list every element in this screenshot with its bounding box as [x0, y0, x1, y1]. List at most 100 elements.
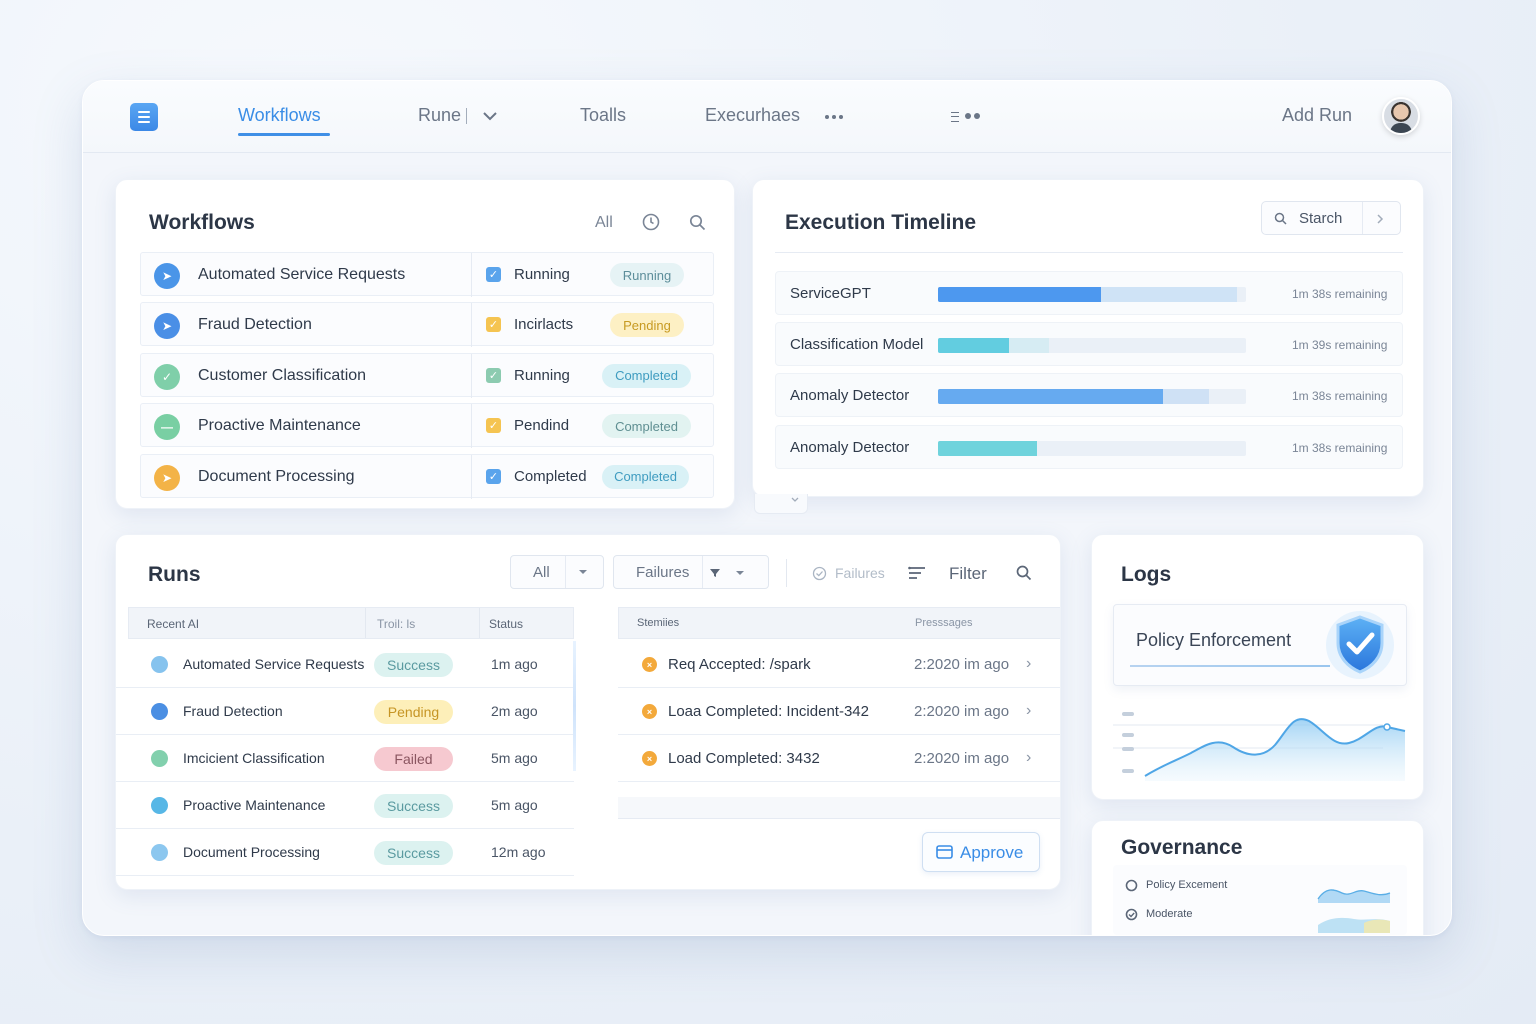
- workflow-name: Automated Service Requests: [198, 266, 406, 283]
- workflow-status: Incirlacts: [514, 316, 574, 334]
- search-icon[interactable]: [1016, 565, 1032, 581]
- check-circle-icon: [1125, 908, 1138, 921]
- policy-enforcement-panel[interactable]: Policy Enforcement: [1113, 604, 1407, 686]
- timeline-divider: [775, 252, 1403, 253]
- log-table-footer: [618, 797, 1060, 819]
- top-nav: Workflows Rune Toalls Execurhaes Add Run: [83, 81, 1451, 153]
- time-remaining: 1m 39s remaining: [1292, 338, 1388, 353]
- timeline-model-name: Anomaly Detector: [790, 438, 910, 456]
- run-time: 2m ago: [491, 703, 538, 719]
- run-status-badge: Success: [374, 841, 453, 865]
- status-badge: Completed: [602, 464, 689, 489]
- chevron-right-icon[interactable]: [1375, 213, 1385, 225]
- log-message: Load Completed: 3432: [668, 750, 820, 767]
- runs-filter-all-dropdown[interactable]: All: [510, 555, 604, 589]
- workflow-row[interactable]: ➤ Document Processing ✓ Completed Completed: [140, 453, 714, 499]
- workflow-row[interactable]: ✓ Customer Classification ✓ Running Complete…: [140, 352, 714, 398]
- log-message: Loaa Completed: Incident-342: [668, 703, 869, 720]
- workflow-status: Running: [514, 266, 570, 283]
- workflow-status: Running: [514, 366, 570, 384]
- policy-enforcement-label: Policy Enforcement: [1136, 630, 1292, 650]
- avatar[interactable]: [1382, 97, 1420, 135]
- chevron-down-icon[interactable]: [481, 107, 499, 125]
- timeline-row[interactable]: ServiceGPT 1m 38s remaining: [775, 271, 1403, 315]
- filter-lines-icon[interactable]: [908, 565, 926, 581]
- workflows-title: Workflows: [149, 211, 255, 234]
- log-event-icon: ×: [642, 704, 657, 719]
- nav-rune[interactable]: Rune: [418, 105, 462, 125]
- header-divider: [479, 608, 480, 638]
- approve-button[interactable]: Approve: [922, 832, 1040, 872]
- runs-table-row[interactable]: Fraud Detection Pending 2m ago: [116, 688, 574, 735]
- run-status-icon: [151, 750, 168, 767]
- caret-down-icon: [736, 571, 744, 575]
- timeline-search[interactable]: Starch: [1261, 201, 1401, 235]
- failures-toggle[interactable]: Failures: [835, 565, 885, 581]
- nav-active-indicator: [238, 133, 330, 136]
- timeline-row[interactable]: Classification Model 1m 39s remaining: [775, 322, 1403, 367]
- add-run-button[interactable]: Add Run: [1282, 105, 1353, 125]
- filter-button[interactable]: Filter: [949, 564, 987, 583]
- runs-table-row[interactable]: Proactive Maintenance Success 5m ago: [116, 782, 574, 829]
- logs-title: Logs: [1121, 563, 1172, 586]
- chevron-right-icon[interactable]: ›: [1026, 702, 1032, 719]
- workflow-row[interactable]: ➤ Automated Service Requests ✓ Running Runni…: [140, 252, 714, 297]
- workflow-name: Fraud Detection: [198, 316, 312, 334]
- more-icon[interactable]: [825, 115, 843, 119]
- workflow-arrow-icon: ➤: [154, 313, 180, 340]
- log-row[interactable]: × Req Accepted: /spark 2:2020 im ago ›: [618, 641, 1060, 688]
- runs-table-row[interactable]: Automated Service Requests Success 1m ago: [116, 641, 574, 688]
- timeline-expand-tab[interactable]: [754, 494, 808, 514]
- run-name: Proactive Maintenance: [183, 797, 326, 813]
- workflow-row[interactable]: — Proactive Maintenance ✓ Pendind Completed: [140, 403, 714, 449]
- log-row[interactable]: × Load Completed: 3432 2:2020 im ago ›: [618, 735, 1060, 782]
- checkbox-icon[interactable]: ✓: [486, 267, 501, 282]
- checkbox-icon[interactable]: ✓: [486, 418, 501, 434]
- run-status-badge: Success: [374, 794, 453, 818]
- run-status-badge: Failed: [374, 747, 453, 771]
- header-divider: [365, 608, 366, 638]
- chevron-right-icon[interactable]: ›: [1026, 655, 1032, 672]
- runs-table-row[interactable]: Imcicient Classification Failed 5m ago: [116, 735, 574, 782]
- overflow-icon[interactable]: [965, 113, 980, 119]
- run-name: Imcicient Classification: [183, 750, 325, 766]
- workflow-name: Document Processing: [198, 467, 355, 485]
- workflow-row[interactable]: ➤ Fraud Detection ✓ Incirlacts Pending: [140, 302, 714, 348]
- timeline-row[interactable]: Anomaly Detector 1m 38s remaining: [775, 373, 1403, 418]
- governance-item-policy[interactable]: Policy Excement: [1146, 879, 1228, 891]
- chevron-right-icon[interactable]: ›: [1026, 749, 1032, 766]
- clock-icon[interactable]: [642, 213, 660, 231]
- governance-item-moderate[interactable]: Moderate: [1146, 908, 1193, 920]
- log-row[interactable]: × Loaa Completed: Incident-342 2:2020 im a…: [618, 688, 1060, 735]
- run-name: Document Processing: [183, 844, 320, 860]
- governance-card: Governance Policy Excement Moderate: [1091, 820, 1424, 935]
- runs-filter-all-label: All: [533, 564, 550, 581]
- checkbox-icon[interactable]: ✓: [486, 367, 501, 383]
- nav-execurhaes[interactable]: Execurhaes: [705, 105, 801, 125]
- log-table-header: Stemiies Presssages: [618, 607, 1060, 639]
- dropdown-divider: [565, 556, 566, 588]
- caret-down-icon: [579, 570, 587, 574]
- nav-toalls[interactable]: Toalls: [580, 105, 627, 125]
- execution-timeline-card: Execution Timeline Starch ServiceGPT 1m 3…: [752, 179, 1424, 497]
- menu-icon[interactable]: [130, 103, 158, 131]
- check-circle-icon[interactable]: [812, 566, 827, 581]
- nav-separator: [466, 108, 467, 124]
- runs-filter-failures-dropdown[interactable]: Failures: [613, 555, 769, 589]
- row-divider: [471, 253, 472, 297]
- log-event-icon: ×: [642, 751, 657, 766]
- timeline-row[interactable]: Anomaly Detector 1m 38s remaining: [775, 424, 1403, 469]
- runs-table-row[interactable]: Document Processing Success 12m ago: [116, 829, 574, 876]
- search-icon[interactable]: [689, 214, 706, 231]
- checkbox-icon[interactable]: ✓: [486, 468, 501, 484]
- log-event-icon: ×: [642, 657, 657, 672]
- nav-workflows[interactable]: Workflows: [238, 105, 321, 125]
- approve-label: Approve: [960, 843, 1024, 862]
- run-status-icon: [151, 844, 168, 861]
- timeline-title: Execution Timeline: [785, 211, 976, 234]
- filter-funnel-icon: [710, 569, 720, 577]
- workflows-filter-all[interactable]: All: [595, 214, 613, 231]
- run-status-icon: [151, 656, 168, 673]
- checkbox-icon[interactable]: ✓: [486, 317, 501, 333]
- list-icon[interactable]: [951, 112, 959, 122]
